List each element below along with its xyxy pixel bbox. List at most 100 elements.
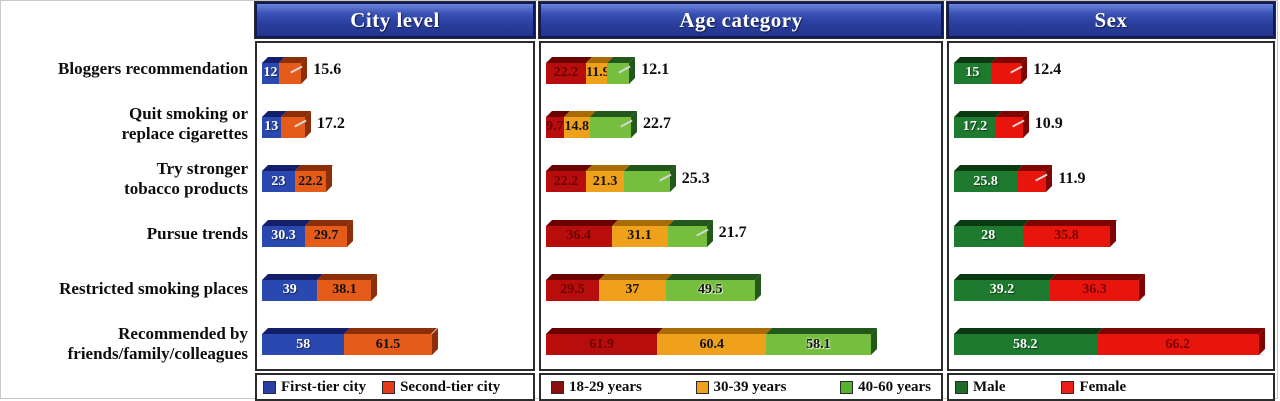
bar-segment-second-tier-city: 38.1 xyxy=(317,273,378,301)
bar-row: 39.2 36.3 xyxy=(949,260,1273,314)
stacked-bar: 29.5 37 49.5 xyxy=(546,273,761,301)
bar-external-label: 12.1 xyxy=(641,61,670,79)
bar-segment-first-tier-city: 58 xyxy=(262,328,351,356)
bar-value-label: 61.9 xyxy=(589,336,614,352)
bar-value-label: 12 xyxy=(263,65,278,81)
bar-external-label: 10.9 xyxy=(1034,115,1063,133)
bar-segment-top-face xyxy=(546,328,664,335)
category-label: Try stronger tobacco products xyxy=(124,159,248,198)
panel-header-sex: Sex xyxy=(946,1,1276,39)
bar-value-label: 22.2 xyxy=(298,173,323,189)
stacked-bar: 9.7 14.8 xyxy=(546,110,637,138)
bar-value-label: 30.3 xyxy=(271,228,296,244)
legend-city-level: First-tier city Second-tier city xyxy=(255,373,535,401)
bar-value-label: 35.8 xyxy=(1054,228,1079,244)
bar-value-label: 66.2 xyxy=(1165,336,1190,352)
bar-segment-first-tier-city: 39 xyxy=(262,273,324,301)
bar-value-label: 36.4 xyxy=(566,228,592,244)
panel-plot-age-category: 22.2 11.9 12.1 9.7 14.8 22.7 22.2 21.3 25.3 36.4 3… xyxy=(539,41,943,371)
bar-segment-top-face xyxy=(546,273,606,280)
bar-value-label: 11.9 xyxy=(586,65,610,81)
stacked-bar: 22.2 21.3 xyxy=(546,165,676,193)
bar-segment-second-tier-city: 61.5 xyxy=(344,328,438,356)
bar-segment-30-39-years: 21.3 xyxy=(586,165,631,193)
bar-segment-30-39-years: 14.8 xyxy=(563,110,597,138)
category-label: Quit smoking or replace cigarettes xyxy=(121,104,248,143)
bar-segment-top-face xyxy=(599,273,672,280)
bar-segment-first-tier-city: 23 xyxy=(262,165,301,193)
bar-segment-top-face xyxy=(344,328,438,335)
bar-segment-male: 28 xyxy=(954,219,1029,247)
bar-segment-top-face xyxy=(766,328,877,335)
legend-label: 40-60 years xyxy=(858,378,931,395)
stacked-bar: 58.2 66.2 xyxy=(954,328,1265,356)
legend-item-female: Female xyxy=(1061,379,1126,396)
panel-title: Age category xyxy=(679,7,803,32)
bar-value-label: 37 xyxy=(625,282,640,298)
bar-external-label: 11.9 xyxy=(1058,169,1086,187)
bar-segment-side-face xyxy=(371,273,378,301)
bar-row: 28 35.8 xyxy=(949,206,1273,260)
bar-segment-female xyxy=(1017,165,1053,193)
bar-segment-top-face xyxy=(262,328,351,335)
bar-segment-top-face xyxy=(954,328,1103,335)
bar-segment-female xyxy=(996,110,1029,138)
legend-item-first-tier-city: First-tier city xyxy=(263,379,366,396)
category-labels: Bloggers recommendation Quit smoking or r… xyxy=(1,41,253,371)
panel-plot-city-level: 12 15.6 13 17.2 23 22.2 30.3 29.7 39 38.1 58 61.5 xyxy=(255,41,535,371)
bar-value-label: 60.4 xyxy=(699,336,724,352)
bar-segment-side-face xyxy=(326,165,333,193)
panel-title: City level xyxy=(350,7,440,32)
panel-sex: Sex 15 12.4 17.2 10.9 25.8 11.9 28 35.8 39.2 36.3 5… xyxy=(946,1,1276,401)
legend-label: Second-tier city xyxy=(400,378,501,395)
bar-segment-second-tier-city: 22.2 xyxy=(294,165,333,193)
bar-value-label: 13 xyxy=(264,119,279,135)
bar-segment-first-tier-city: 12 xyxy=(262,56,285,84)
bar-segment-top-face xyxy=(262,219,311,226)
bar-value-label: 22.2 xyxy=(553,65,579,81)
bar-segment-18-29-years: 9.7 xyxy=(546,110,570,138)
bar-value-label: 29.7 xyxy=(313,228,339,244)
bar-row: 15 12.4 xyxy=(949,43,1273,97)
bar-segment-top-face xyxy=(305,219,354,226)
stacked-bar: 25.8 xyxy=(954,165,1053,193)
bar-segment-second-tier-city: 29.7 xyxy=(305,219,354,247)
stacked-bar: 39 38.1 xyxy=(262,273,378,301)
bar-segment-top-face xyxy=(1022,219,1117,226)
legend-swatch-icon xyxy=(955,380,968,394)
bar-row: 9.7 14.8 22.7 xyxy=(541,97,941,151)
stacked-bar: 17.2 xyxy=(954,110,1029,138)
bar-value-label: 9.7 xyxy=(546,119,564,135)
panel-header-age-category: Age category xyxy=(538,1,944,39)
bar-segment-30-39-years: 11.9 xyxy=(586,56,614,84)
legend-swatch-icon xyxy=(840,380,854,394)
bar-segment-male: 58.2 xyxy=(954,328,1103,356)
stacked-bar: 12 xyxy=(262,56,308,84)
bar-segment-18-29-years: 61.9 xyxy=(546,328,664,356)
bar-segment-40-60-years: 58.1 xyxy=(766,328,877,356)
bar-value-label: 36.3 xyxy=(1082,282,1107,298)
category-label: Restricted smoking places xyxy=(59,278,248,298)
category-label: Pursue trends xyxy=(146,223,248,243)
legend-item-male: Male xyxy=(955,379,1005,396)
bar-segment-female: 35.8 xyxy=(1022,219,1117,247)
bar-external-label: 21.7 xyxy=(718,224,747,242)
bar-row: 25.8 11.9 xyxy=(949,152,1273,206)
bar-segment-top-face xyxy=(665,273,761,280)
legend-item-18-29-years: 18-29 years xyxy=(551,379,642,396)
labels-header-spacer xyxy=(1,2,253,41)
bar-segment-side-face xyxy=(1138,273,1145,301)
stacked-bar: 61.9 60.4 58.1 xyxy=(546,328,877,356)
bar-row: 13 17.2 xyxy=(257,97,533,151)
stacked-bar: 39.2 36.3 xyxy=(954,273,1145,301)
bar-segment-side-face xyxy=(431,328,438,356)
bar-segment-side-face xyxy=(754,273,761,301)
bar-segment-top-face xyxy=(317,273,378,280)
bar-value-label: 58.2 xyxy=(1013,336,1038,352)
bar-segment-18-29-years: 22.2 xyxy=(546,165,592,193)
bar-row: 17.2 10.9 xyxy=(949,97,1273,151)
panel-plot-sex: 15 12.4 17.2 10.9 25.8 11.9 28 35.8 39.2 36.3 58.2… xyxy=(947,41,1275,371)
bar-value-label: 17.2 xyxy=(962,119,988,135)
legend-label: First-tier city xyxy=(281,378,367,395)
legend-swatch-icon xyxy=(551,380,564,394)
